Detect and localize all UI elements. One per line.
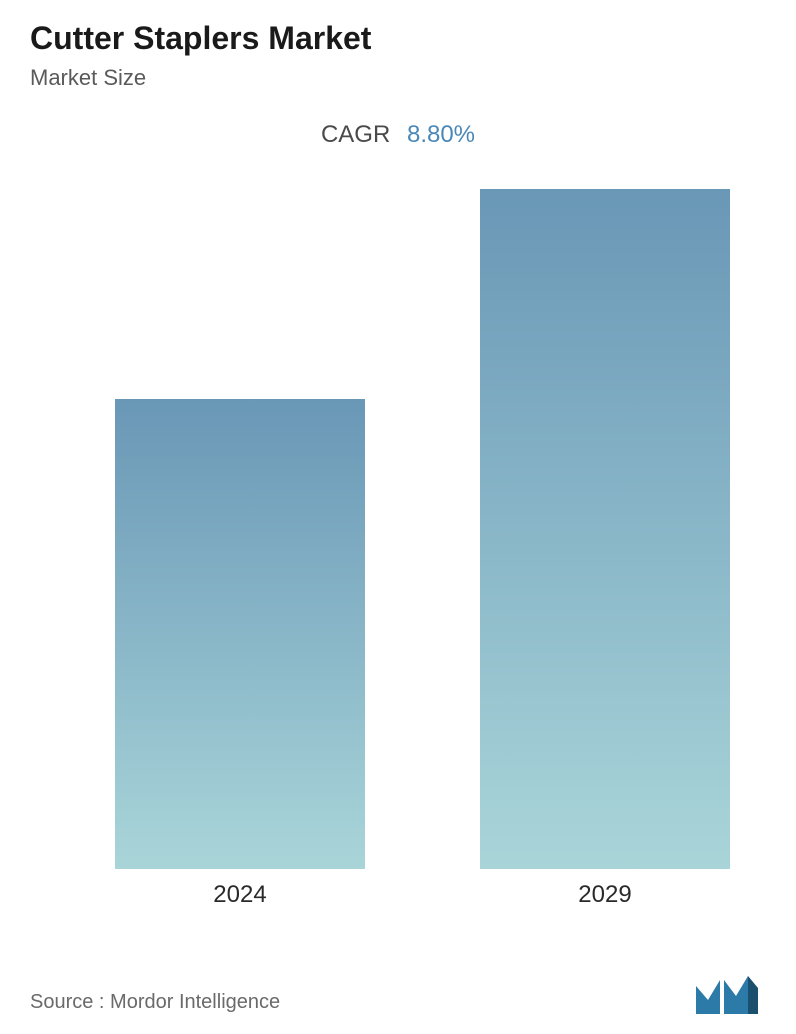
bar-label-2029: 2029 <box>480 881 730 909</box>
mordor-logo-icon <box>696 972 766 1014</box>
bar-chart: 2024 2029 <box>30 189 766 909</box>
chart-container: Cutter Staplers Market Market Size CAGR … <box>0 0 796 1034</box>
page-title: Cutter Staplers Market <box>30 20 766 57</box>
bar-label-2024: 2024 <box>115 881 365 909</box>
footer: Source : Mordor Intelligence <box>30 972 766 1014</box>
cagr-value: 8.80% <box>407 121 475 148</box>
bar-fill <box>480 189 730 869</box>
page-subtitle: Market Size <box>30 65 766 91</box>
source-text: Source : Mordor Intelligence <box>30 991 280 1014</box>
bar-fill <box>115 399 365 869</box>
bar-2024: 2024 <box>115 399 365 869</box>
cagr-label: CAGR <box>321 121 390 148</box>
cagr-row: CAGR 8.80% <box>30 121 766 149</box>
bar-2029: 2029 <box>480 189 730 869</box>
